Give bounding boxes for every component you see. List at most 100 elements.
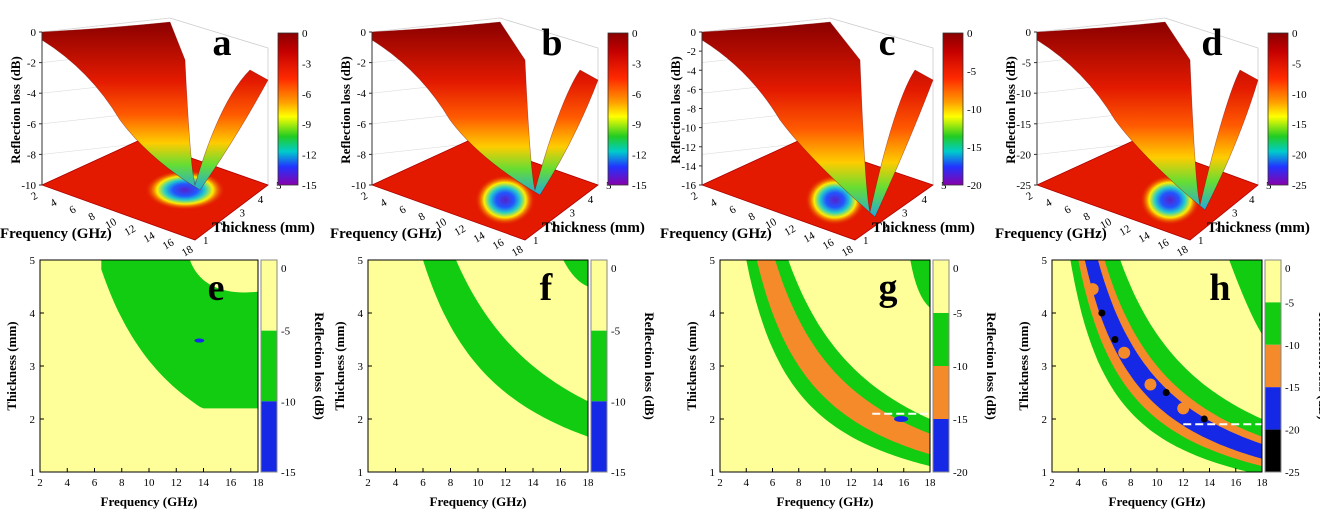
colorbar-segment <box>1265 387 1281 430</box>
z-axis-title: Reflection loss (dB) <box>338 56 353 164</box>
colorbar-segment <box>933 366 949 419</box>
z-tick-label: 0 <box>361 27 367 39</box>
contour-area <box>720 260 930 472</box>
y-tick-label: 2 <box>358 414 364 426</box>
surface-3d <box>371 21 599 196</box>
colorbar-tick-label: -6 <box>632 89 642 101</box>
x-tick-label: 12 <box>122 223 138 239</box>
colorbar-tick-label: -5 <box>967 66 977 78</box>
colorbar-tick-label: -25 <box>1285 467 1300 479</box>
contour-region-10-to-15 <box>194 338 205 343</box>
minimum-marker <box>1162 389 1170 396</box>
colorbar-tick-label: 0 <box>1292 28 1298 40</box>
x-tick-label: 8 <box>1081 210 1092 223</box>
y-tick-label: 5 <box>606 180 612 192</box>
z-tick-label: -12 <box>681 142 696 154</box>
y-axis-title: Thickness (mm) <box>684 321 699 410</box>
y-tick-label: 2 <box>710 414 716 426</box>
z-tick-label: -5 <box>1022 58 1032 70</box>
colorbar-frame <box>1264 259 1282 473</box>
colorbar-tick-label: -3 <box>302 58 312 70</box>
y-tick-label: 4 <box>588 194 594 206</box>
panel-letter: b <box>541 22 562 64</box>
colorbar-tick-label: -12 <box>632 150 647 162</box>
contour-region-5-to-10 <box>423 260 588 437</box>
z-tick-label: -10 <box>681 123 696 135</box>
z-tick-label: -4 <box>687 65 697 77</box>
colorbar-frame <box>260 259 278 473</box>
contour-gap <box>1118 346 1131 359</box>
grid-line <box>1036 17 1166 33</box>
colorbar-segment <box>933 313 949 366</box>
colorbar-tick-label: -20 <box>1285 425 1300 437</box>
colorbar-tick-label: -5 <box>1285 297 1295 309</box>
surface-3d <box>1036 21 1259 211</box>
colorbar-tick-label: -15 <box>632 180 647 192</box>
x-tick-label: 4 <box>48 196 59 209</box>
y-tick-label: 1 <box>533 235 539 247</box>
y-tick-label: 4 <box>922 194 928 206</box>
colorbar-title: Reflection loss (dB) <box>642 312 657 420</box>
colorbar-segment <box>591 260 607 331</box>
contour-region-10-to-15 <box>756 260 930 455</box>
contour-region-5-to-10-corner <box>1229 260 1262 335</box>
colorbar-tick-label: -10 <box>281 396 296 408</box>
z-tick-label: 0 <box>1026 27 1032 39</box>
colorbar-segment <box>1265 302 1281 345</box>
x-tick-label: 4 <box>744 477 750 489</box>
colorbar-tick-label: 0 <box>632 28 638 40</box>
x-tick-label: 2 <box>365 477 371 489</box>
panel-letter: a <box>213 22 232 64</box>
contour-region-5-to-10-corner <box>563 260 588 287</box>
x-tick-label: 18 <box>840 243 856 259</box>
y-tick-label: 5 <box>358 255 364 267</box>
colorbar-segment <box>933 419 949 472</box>
x-tick-label: 4 <box>65 477 71 489</box>
z-tick-label: -14 <box>681 161 696 173</box>
z-tick-label: 0 <box>31 27 37 39</box>
x-tick-label: 16 <box>1230 477 1242 489</box>
x-tick-label: 10 <box>473 477 485 489</box>
z-tick-label: -10 <box>351 180 366 192</box>
contour-gap <box>1177 402 1190 415</box>
contour-region-15-to-20-ridge <box>1084 260 1262 459</box>
panel-letter: e <box>208 267 225 309</box>
y-tick-label: 4 <box>30 308 36 320</box>
x-tick-label: 18 <box>1175 243 1191 259</box>
colorbar-tick-label: 0 <box>1285 263 1291 275</box>
y-tick-label: 5 <box>710 255 716 267</box>
colorbar-tick-label: -15 <box>953 414 968 426</box>
colorbar-tick-label: -10 <box>967 104 982 116</box>
colorbar-tick-label: -3 <box>632 58 642 70</box>
x-tick-label: 12 <box>1117 223 1133 239</box>
x-tick-label: 14 <box>1136 229 1152 245</box>
x-tick-label: 16 <box>161 236 177 252</box>
x-tick-label: 14 <box>471 229 487 245</box>
minimum-marker <box>1200 415 1208 423</box>
colorbar-tick-label: -15 <box>967 142 982 154</box>
z-tick-label: -6 <box>687 84 697 96</box>
colorbar-tick-label: -12 <box>302 150 317 162</box>
y-axis-title: Thickness (mm) <box>212 220 315 236</box>
y-tick-label: 1 <box>863 235 869 247</box>
colorbar-tick-label: 0 <box>302 28 308 40</box>
x-tick-label: 6 <box>770 477 776 489</box>
x-axis-title: Frequency (GHz) <box>0 226 112 242</box>
x-tick-label: 8 <box>86 210 97 223</box>
x-tick-label: 2 <box>37 477 43 489</box>
x-tick-label: 8 <box>746 210 757 223</box>
x-tick-label: 16 <box>225 477 237 489</box>
colorbar-tick-label: -5 <box>1292 58 1302 70</box>
x-tick-label: 6 <box>1102 477 1108 489</box>
minimum-marker <box>1111 336 1119 343</box>
x-tick-label: 16 <box>898 477 910 489</box>
colorbar-tick-label: -20 <box>967 180 982 192</box>
x-tick-label: 14 <box>801 229 817 245</box>
x-tick-label: 18 <box>253 477 265 489</box>
